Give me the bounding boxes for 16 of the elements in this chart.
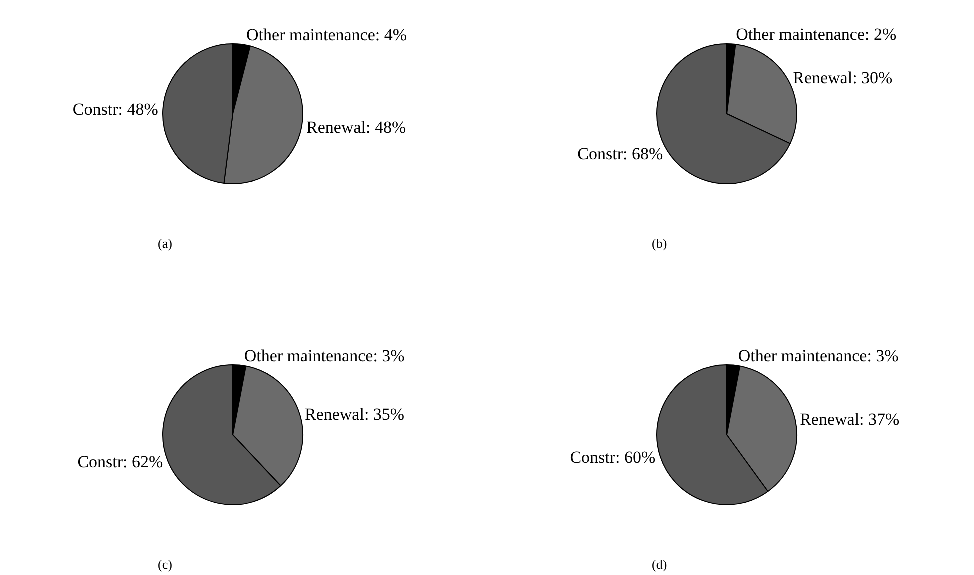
slice-label: Constr: 48% [72,100,158,120]
text: (b) [652,236,668,251]
text: (a) [158,236,172,251]
slice-label: Constr: 62% [78,452,164,472]
slice-label: Renewal: 35% [304,405,405,424]
slice-label: Other maintenance: 2% [736,25,897,44]
slice-label: Renewal: 48% [306,118,406,137]
text: (d) [652,557,668,572]
slice-label: Other maintenance: 3% [738,346,899,366]
slice-label: Other maintenance: 4% [246,26,408,45]
text: (c) [158,557,172,572]
slice-label: Constr: 60% [570,448,656,468]
slice-label: Renewal: 37% [800,410,900,429]
slice-label: Constr: 68% [578,144,664,164]
slice-label: Renewal: 30% [793,68,893,88]
slice-label: Other maintenance: 3% [244,346,405,366]
